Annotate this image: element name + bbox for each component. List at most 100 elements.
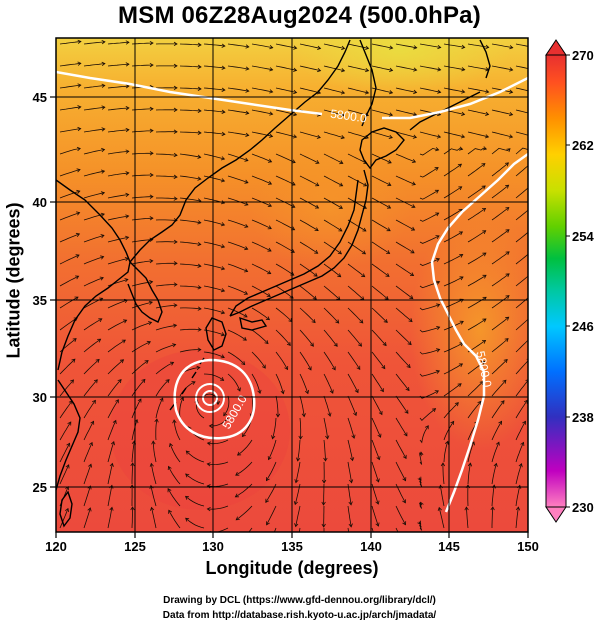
credits: Drawing by DCL (https://www.gfd-dennou.o… xyxy=(0,593,599,623)
streamline-arrowhead xyxy=(173,303,178,308)
streamline xyxy=(251,241,272,252)
streamline-arrowhead xyxy=(290,271,295,276)
streamline xyxy=(155,219,178,221)
streamline xyxy=(323,285,341,300)
streamline xyxy=(299,417,302,440)
streamline-arrowhead xyxy=(530,149,534,152)
streamline xyxy=(227,351,245,365)
streamline-arrowhead xyxy=(340,112,346,117)
streamline-arrowhead xyxy=(459,254,464,258)
streamline xyxy=(179,131,202,134)
streamline xyxy=(83,235,105,243)
streamline-arrowhead xyxy=(327,412,332,417)
streamline-arrowhead xyxy=(358,342,362,347)
streamline-arrowhead xyxy=(220,288,226,293)
streamline-arrowhead xyxy=(485,89,490,94)
streamline-arrowhead xyxy=(267,270,272,275)
streamline xyxy=(323,175,343,187)
streamline-arrowhead xyxy=(458,146,464,151)
streamline xyxy=(295,461,301,483)
streamline-arrowhead xyxy=(435,212,440,217)
streamline xyxy=(323,65,345,72)
streamline-arrowhead xyxy=(384,295,389,300)
streamline-arrowhead xyxy=(257,389,262,395)
streamline-arrowhead xyxy=(265,316,271,321)
streamline-arrowhead xyxy=(348,479,354,484)
streamline-arrowhead xyxy=(434,189,440,194)
streamline xyxy=(371,263,390,277)
streamline xyxy=(491,43,513,49)
streamline xyxy=(371,417,381,438)
streamline-arrowhead xyxy=(165,379,170,384)
streamline-arrowhead xyxy=(351,434,356,439)
y-tick-label: 45 xyxy=(33,90,47,105)
streamline xyxy=(419,408,436,422)
streamline-arrowhead xyxy=(266,521,270,526)
streamline xyxy=(299,285,317,300)
streamline xyxy=(323,263,341,278)
streamline-arrowhead xyxy=(365,45,370,50)
streamline xyxy=(371,219,391,232)
streamline xyxy=(371,175,391,186)
streamline-arrowhead xyxy=(220,332,226,337)
streamline-arrowhead xyxy=(411,158,417,163)
streamline xyxy=(203,65,225,69)
streamline xyxy=(443,131,465,138)
coastlines xyxy=(56,39,491,528)
streamline xyxy=(395,197,416,208)
streamline-arrowhead xyxy=(173,85,178,91)
streamline-arrowhead xyxy=(341,45,346,51)
streamline xyxy=(419,235,440,244)
streamline-arrowhead xyxy=(375,478,380,483)
streamline-arrowhead xyxy=(484,134,490,139)
streamline-arrowhead xyxy=(339,182,344,187)
streamline-arrowhead xyxy=(424,425,429,430)
streamline xyxy=(83,41,105,45)
streamline xyxy=(251,285,271,297)
streamline xyxy=(251,307,270,321)
streamline-arrowhead xyxy=(382,342,387,347)
streamline xyxy=(203,43,225,47)
streamline xyxy=(275,43,297,49)
streamline xyxy=(467,381,484,397)
streamline-arrowhead xyxy=(130,462,135,467)
streamline xyxy=(251,87,273,93)
streamline-arrowhead xyxy=(101,147,106,153)
streamline xyxy=(491,131,513,138)
streamline-arrowhead xyxy=(115,399,119,404)
streamline xyxy=(467,360,485,375)
streamline xyxy=(395,285,414,299)
streamline-arrowhead xyxy=(75,232,81,237)
contour-east xyxy=(430,152,528,513)
streamline xyxy=(251,43,273,49)
streamline-arrowhead xyxy=(386,204,392,209)
streamline xyxy=(207,439,229,445)
streamline xyxy=(323,131,345,139)
streamline-arrowhead xyxy=(173,63,178,69)
streamline xyxy=(371,65,393,71)
streamline-arrowhead xyxy=(173,282,178,287)
streamline-arrowhead xyxy=(144,360,149,364)
streamline-arrowhead xyxy=(173,239,178,245)
streamline-arrowhead xyxy=(90,420,95,425)
streamline-arrowhead xyxy=(235,471,240,476)
streamline-arrowhead xyxy=(266,293,271,297)
streamline xyxy=(443,342,464,353)
streamline-arrowhead xyxy=(310,342,314,347)
streamline-arrowhead xyxy=(411,181,416,186)
streamline-arrowhead xyxy=(481,163,486,167)
streamline-arrowhead xyxy=(267,247,272,252)
streamline-arrowhead xyxy=(337,250,343,255)
streamline-arrowhead xyxy=(101,105,106,110)
contour-north-east xyxy=(382,76,528,120)
streamline xyxy=(275,395,279,417)
lat-lon-grid xyxy=(56,38,528,532)
streamline-arrowhead xyxy=(364,68,370,73)
streamline xyxy=(371,131,393,139)
streamline xyxy=(419,425,429,444)
streamline xyxy=(419,349,440,355)
streamline-arrowhead xyxy=(409,295,414,300)
streamline xyxy=(155,419,158,441)
streamline xyxy=(107,463,113,485)
